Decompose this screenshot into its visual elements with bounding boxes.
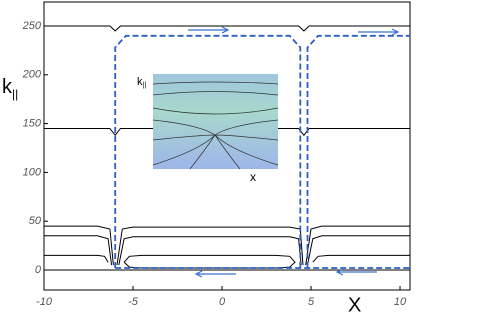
inset-contours	[152, 81, 279, 170]
y-tick-label: 100	[23, 166, 42, 178]
frame	[43, 1, 411, 291]
x-axis-label: X	[348, 294, 361, 316]
inset-x-label: x	[250, 170, 256, 184]
curve	[123, 254, 296, 269]
y-tick-label: 200	[22, 69, 42, 81]
arrow	[194, 270, 236, 278]
y-tick-label: 50	[29, 215, 42, 227]
curve	[44, 25, 410, 32]
curve	[44, 225, 410, 266]
curve	[114, 34, 410, 269]
y-tick-label: 150	[23, 118, 42, 130]
inset-y-label: k||	[137, 76, 146, 89]
x-tick-label: -5	[128, 296, 139, 308]
x-tick-label: -10	[36, 296, 53, 308]
arrow	[358, 28, 400, 36]
inset: k|| x	[137, 74, 279, 184]
x-tick-label: 5	[308, 296, 315, 308]
arrow	[335, 268, 377, 276]
y-axis-label: k||	[2, 76, 18, 101]
curve	[312, 254, 410, 263]
curve	[44, 254, 109, 263]
y-tick-label: 0	[35, 264, 42, 276]
arrow	[188, 26, 230, 34]
arrows	[188, 26, 400, 278]
x-tick-label: 0	[219, 296, 226, 308]
x-tick-label: 10	[394, 296, 407, 308]
curve	[44, 235, 410, 266]
inset-background	[153, 74, 278, 169]
y-tick-label: 250	[22, 20, 42, 32]
